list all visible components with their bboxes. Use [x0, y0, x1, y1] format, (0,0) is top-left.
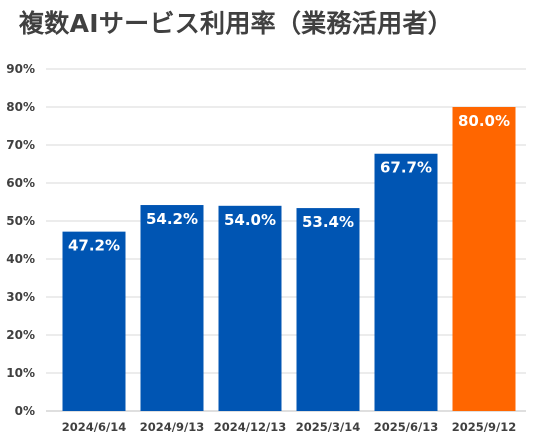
data-label: 47.2%: [68, 237, 120, 255]
y-tick-label: 40%: [6, 252, 35, 266]
y-tick-label: 10%: [6, 366, 35, 380]
bar-2025/6/13: [374, 153, 438, 412]
x-tick-label: 2025/9/12: [452, 420, 516, 434]
data-label: 54.0%: [224, 211, 276, 229]
y-tick-label: 20%: [6, 328, 35, 342]
x-tick-label: 2025/3/14: [296, 420, 360, 434]
bar-2024/9/13: [140, 205, 204, 411]
y-tick-label: 30%: [6, 290, 35, 304]
y-tick-label: 50%: [6, 214, 35, 228]
x-tick-label: 2024/9/13: [140, 420, 204, 434]
y-tick-label: 80%: [6, 100, 35, 114]
data-label: 80.0%: [458, 112, 510, 130]
bar-2025/9/12: [452, 107, 516, 411]
data-label: 67.7%: [380, 159, 432, 177]
bar-2024/12/13: [218, 205, 282, 411]
chart-title: 複数AIサービス利用率（業務活用者）: [19, 9, 454, 38]
y-tick-label: 0%: [15, 404, 35, 418]
data-label: 53.4%: [302, 213, 354, 231]
bar-2025/3/14: [296, 208, 360, 411]
data-label: 54.2%: [146, 210, 198, 228]
bar-2024/6/14: [62, 231, 126, 411]
x-tick-label: 2024/12/13: [214, 420, 286, 434]
y-tick-label: 90%: [6, 62, 35, 76]
y-tick-label: 70%: [6, 138, 35, 152]
x-tick-label: 2025/6/13: [374, 420, 438, 434]
x-tick-label: 2024/6/14: [62, 420, 126, 434]
y-tick-label: 60%: [6, 176, 35, 190]
